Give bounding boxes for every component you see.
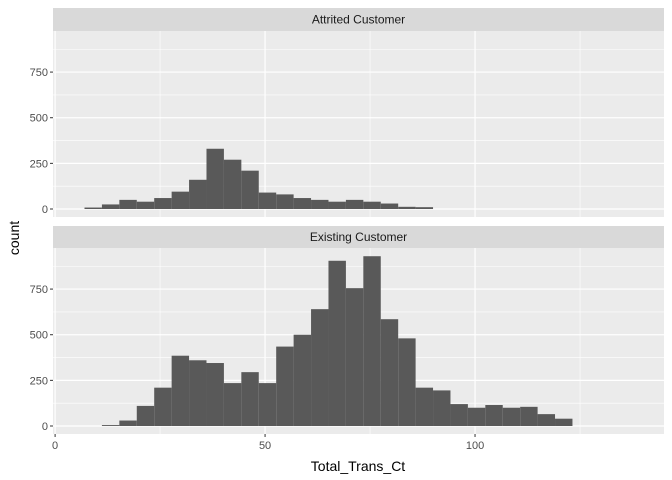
histogram-bar xyxy=(276,346,294,426)
x-tick-label: 0 xyxy=(52,440,58,452)
histogram-bar xyxy=(171,355,190,426)
histogram-bar xyxy=(345,199,364,209)
facet-strip xyxy=(53,226,664,248)
histogram-bar xyxy=(223,383,242,426)
histogram-bar xyxy=(154,387,172,426)
x-axis-title: Total_Trans_Ct xyxy=(311,458,406,474)
histogram-bar xyxy=(311,199,329,209)
histogram-bar xyxy=(415,207,434,209)
histogram-bar xyxy=(485,405,503,426)
histogram-bar xyxy=(84,207,102,209)
histogram-bar xyxy=(555,418,573,426)
panel-background xyxy=(53,31,664,217)
histogram-bar xyxy=(101,425,120,426)
histogram-bar xyxy=(311,309,329,426)
histogram-bar xyxy=(398,338,416,426)
histogram-bar xyxy=(171,191,190,209)
x-tick-label: 50 xyxy=(259,440,271,452)
histogram-bar xyxy=(241,372,259,426)
facet-panel: Existing Customer xyxy=(53,226,664,434)
histogram-bar xyxy=(380,319,399,426)
y-tick-label: 500 xyxy=(30,330,48,342)
histogram-bar xyxy=(520,406,538,426)
facet-strip-label: Existing Customer xyxy=(310,230,407,244)
y-tick-label: 500 xyxy=(30,113,48,125)
x-axis: 0 50 100 xyxy=(52,434,484,452)
histogram-bar xyxy=(380,203,399,209)
histogram-bar xyxy=(101,204,120,209)
histogram-bar xyxy=(363,201,381,209)
histogram-bar xyxy=(328,201,346,209)
facet-strip-label: Attrited Customer xyxy=(312,13,405,27)
histogram-bar xyxy=(502,407,521,426)
histogram-bar xyxy=(328,260,346,426)
histogram-bar xyxy=(241,170,259,209)
y-axes: 0 250 500 750 0 250 500 750 xyxy=(30,67,53,433)
histogram-bar xyxy=(119,420,137,426)
facet-panels: Attrited Customer Existing Customer xyxy=(53,8,664,434)
histogram-bar xyxy=(398,206,416,209)
histogram-bar xyxy=(467,407,486,426)
y-tick-label: 0 xyxy=(42,421,48,433)
histogram-bar xyxy=(433,390,451,426)
y-tick-label: 750 xyxy=(30,284,48,296)
y-tick-label: 250 xyxy=(30,375,48,387)
histogram-bar xyxy=(206,148,224,209)
y-axis-title: count xyxy=(6,221,22,255)
histogram-bar xyxy=(189,360,207,426)
y-axis: 0 250 500 750 xyxy=(30,284,53,433)
histogram-bar xyxy=(223,159,242,209)
histogram-bar xyxy=(136,405,155,426)
histogram-bar xyxy=(293,198,312,209)
y-tick-label: 250 xyxy=(30,158,48,170)
y-tick-label: 0 xyxy=(42,204,48,216)
histogram-bar xyxy=(345,288,364,426)
histogram-bar xyxy=(189,179,207,209)
histogram-bar xyxy=(119,199,137,209)
x-tick-label: 100 xyxy=(466,440,484,452)
y-axis: 0 250 500 750 xyxy=(30,67,53,216)
histogram-bar xyxy=(206,363,224,426)
histogram-bar xyxy=(415,387,434,426)
histogram-bar xyxy=(276,194,294,209)
histogram-bar xyxy=(363,256,381,426)
histogram-bar xyxy=(537,414,556,426)
histogram-bar xyxy=(258,192,277,209)
histogram-bars xyxy=(101,256,573,426)
histogram-bars xyxy=(84,148,434,209)
histogram-bar xyxy=(258,383,277,426)
histogram-bar xyxy=(450,404,468,426)
facet-panel: Attrited Customer xyxy=(53,8,664,217)
histogram-bar xyxy=(293,334,312,426)
histogram-bar xyxy=(136,201,155,209)
facet-strip xyxy=(53,8,664,31)
histogram-bar xyxy=(154,198,172,209)
y-tick-label: 750 xyxy=(30,67,48,79)
